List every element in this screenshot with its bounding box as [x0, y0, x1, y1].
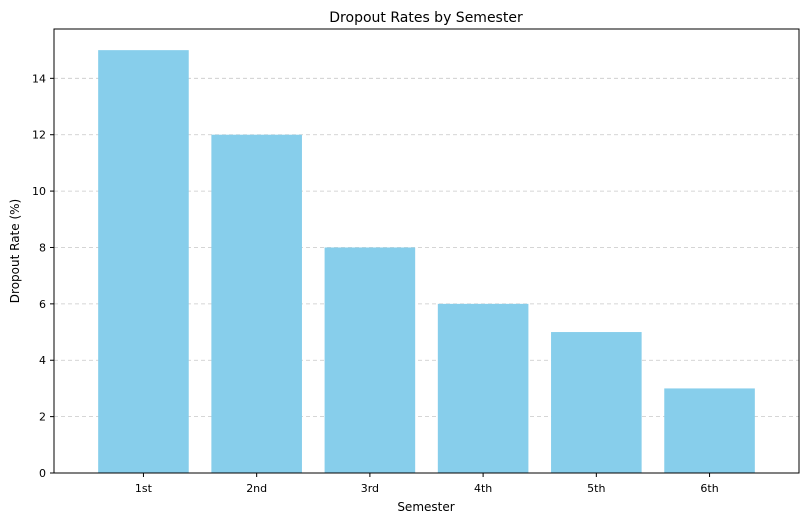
y-tick-label: 10: [32, 185, 46, 198]
y-tick-label: 2: [39, 411, 46, 424]
bar-5th: [551, 332, 642, 473]
bar-4th: [437, 303, 529, 473]
x-axis-label: Semester: [397, 500, 454, 514]
bar-2nd: [211, 134, 302, 473]
x-tick-label: 1st: [135, 482, 153, 495]
x-tick-label: 4th: [474, 482, 492, 495]
y-tick-label: 0: [39, 467, 46, 480]
y-tick-label: 4: [39, 354, 46, 367]
grid-lines: [54, 77, 799, 418]
y-tick-label: 14: [32, 72, 46, 85]
chart-title: Dropout Rates by Semester: [329, 10, 523, 26]
x-tick-label: 3rd: [361, 482, 379, 495]
x-tick-label: 6th: [700, 482, 718, 495]
y-tick-label: 6: [39, 298, 46, 311]
y-axis-ticks: 0 2 4 6 8 10 12 14: [32, 72, 54, 480]
y-axis-label: Dropout Rate (%): [8, 199, 22, 303]
bars: [98, 50, 755, 474]
bar-6th: [664, 388, 755, 473]
bar-1st: [98, 50, 189, 474]
bar-3rd: [324, 247, 416, 473]
y-tick-label: 12: [32, 129, 46, 142]
plot-frame: [53, 28, 800, 474]
x-tick-label: 5th: [587, 482, 605, 495]
x-axis-ticks: 1st 2nd 3rd 4th 5th 6th: [135, 473, 719, 495]
y-tick-label: 8: [39, 241, 46, 254]
x-tick-label: 2nd: [246, 482, 267, 495]
